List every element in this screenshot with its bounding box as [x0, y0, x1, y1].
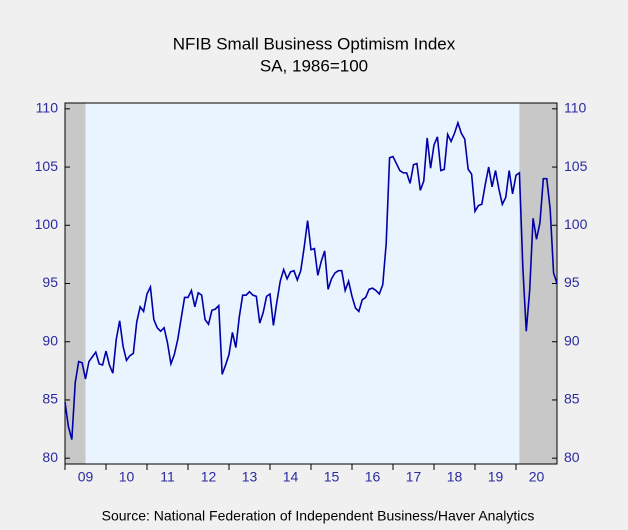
x-tick-label: 16 [365, 469, 381, 485]
y2-tick-label: 100 [564, 216, 588, 232]
x-tick-label: 19 [488, 469, 504, 485]
x-tick-label: 12 [201, 469, 217, 485]
x-tick-label: 10 [119, 469, 135, 485]
x-tick-label: 15 [324, 469, 340, 485]
y2-tick-label: 85 [564, 391, 580, 407]
y-tick-label: 95 [42, 274, 58, 290]
y2-tick-label: 80 [564, 449, 580, 465]
recession-band [65, 103, 86, 464]
x-tick-label: 17 [406, 469, 422, 485]
chart-title: NFIB Small Business Optimism Index [173, 34, 456, 53]
x-tick-label: 13 [242, 469, 258, 485]
y-tick-label: 105 [35, 158, 59, 174]
y-tick-label: 85 [42, 391, 58, 407]
x-tick-label: 09 [78, 469, 94, 485]
chart-subtitle: SA, 1986=100 [260, 56, 368, 75]
y-tick-label: 80 [42, 449, 58, 465]
plot-area [65, 103, 557, 464]
y-tick-label: 110 [36, 100, 59, 116]
source-note: Source: National Federation of Independe… [102, 508, 535, 524]
x-tick-label: 11 [160, 469, 175, 485]
y2-tick-label: 90 [564, 332, 580, 348]
x-tick-label: 14 [283, 469, 299, 485]
y-tick-label: 100 [35, 216, 59, 232]
series-line [64, 120, 558, 440]
y2-tick-label: 105 [564, 158, 588, 174]
y2-tick-label: 110 [564, 100, 587, 116]
recession-band [519, 103, 557, 464]
x-tick-label: 18 [447, 469, 463, 485]
y2-tick-label: 95 [564, 274, 580, 290]
y-tick-label: 90 [42, 332, 58, 348]
x-tick-label: 20 [529, 469, 545, 485]
